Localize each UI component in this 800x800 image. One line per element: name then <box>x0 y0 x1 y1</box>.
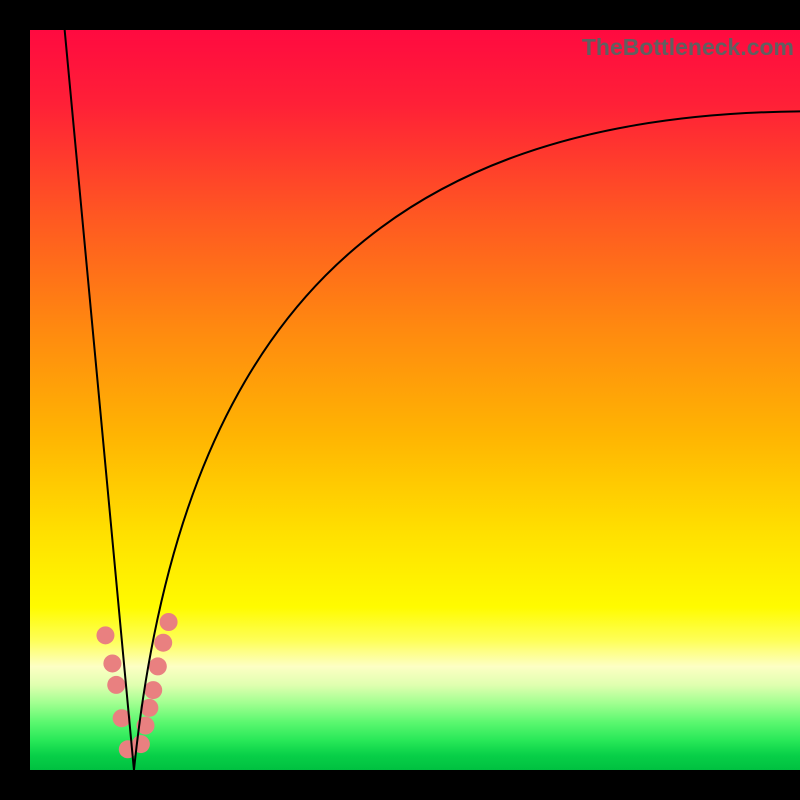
data-marker <box>132 735 150 753</box>
curve-layer <box>30 30 800 770</box>
data-marker <box>107 676 125 694</box>
watermark-text: TheBottleneck.com <box>582 34 794 61</box>
bottleneck-curve <box>65 30 800 770</box>
data-marker <box>144 681 162 699</box>
data-marker <box>154 634 172 652</box>
data-marker <box>96 626 114 644</box>
data-marker <box>149 657 167 675</box>
data-marker <box>103 654 121 672</box>
chart-container: TheBottleneck.com <box>0 0 800 800</box>
plot-area: TheBottleneck.com <box>30 30 800 770</box>
data-marker <box>160 613 178 631</box>
